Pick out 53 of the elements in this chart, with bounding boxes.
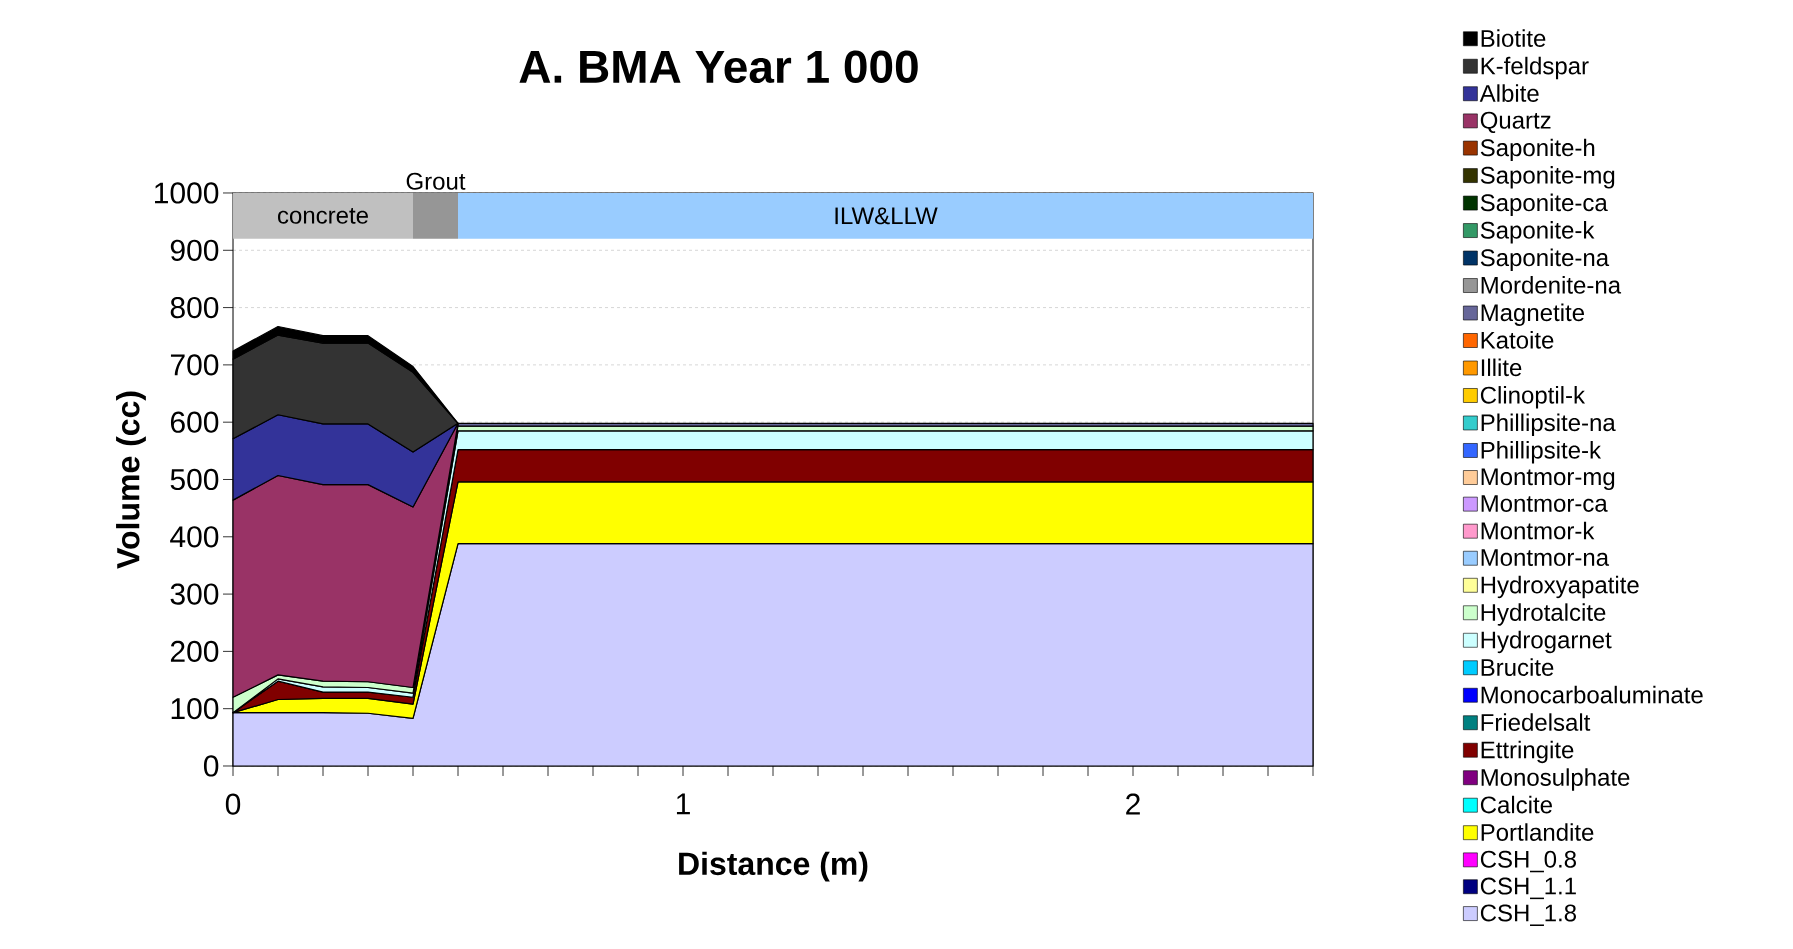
band-label: Grout [406, 172, 466, 190]
legend-label: Montmor-k [1481, 521, 1595, 540]
legend-label: Phillipsite-na [1481, 413, 1616, 436]
legend-label: Ettringite [1481, 740, 1574, 764]
band-label: ILW&LLW [835, 207, 938, 225]
legend-label: Calcite [1480, 795, 1552, 814]
legend-label: Brucite [1481, 658, 1554, 676]
legend-label: Montmor-ca [1481, 495, 1608, 512]
y-tick-label: 700 [170, 354, 219, 376]
legend-label: Quartz [1480, 111, 1551, 134]
y-tick-label: 0 [203, 755, 219, 777]
legend-label: Friedelsalt [1481, 713, 1591, 731]
legend-label: CSH_1.8 [1480, 904, 1576, 926]
legend-label: Saponite-h [1480, 138, 1595, 162]
legend-label: Hydrogarnet [1481, 630, 1612, 654]
y-tick-label: 900 [170, 239, 219, 261]
legend-label: Mordenite-na [1481, 276, 1622, 294]
y-tick-label: 600 [170, 411, 219, 433]
legend-label: Montmor-na [1481, 549, 1610, 566]
legend-label: CSH_1.1 [1480, 877, 1576, 900]
legend-label: Biotite [1481, 29, 1546, 47]
legend-label: Saponite-na [1480, 248, 1610, 271]
legend-label: Montmor-mg [1481, 468, 1615, 491]
legend-label: CSH_0.8 [1480, 850, 1576, 873]
legend-label: Magnetite [1481, 303, 1584, 326]
x-tick-label: 2 [1126, 793, 1140, 815]
legend-label: Katoite [1481, 331, 1554, 349]
band-label: concrete [278, 208, 368, 224]
legend-label: Saponite-mg [1480, 166, 1615, 189]
legend-label: Hydroxyapatite [1481, 575, 1639, 599]
y-tick-label: 400 [170, 526, 219, 548]
chart-title: A. BMA Year 1 000 [519, 50, 918, 84]
y-tick-label: 800 [170, 296, 219, 319]
legend-label: Monocarboaluminate [1481, 685, 1703, 704]
y-tick-label: 1000 [155, 182, 219, 204]
legend-label: Albite [1479, 84, 1539, 102]
legend-label: Hydrotalcite [1481, 603, 1606, 626]
y-axis-title: Volume (cc) [116, 391, 146, 569]
legend-label: Monosulphate [1481, 768, 1630, 791]
x-tick-label: 1 [676, 793, 690, 815]
x-tick-label: 0 [225, 793, 241, 815]
y-tick-label: 500 [170, 468, 219, 491]
legend-label: Saponite-k [1480, 221, 1595, 244]
y-tick-label: 200 [170, 640, 219, 663]
legend-label: K-feldspar [1481, 56, 1589, 80]
y-tick-label: 300 [170, 583, 219, 605]
legend-label: Phillipsite-k [1481, 441, 1602, 464]
legend-label: Saponite-ca [1480, 193, 1608, 216]
legend-label: Portlandite [1481, 823, 1594, 841]
y-tick-label: 100 [171, 698, 219, 720]
legend-label: Illite [1481, 358, 1522, 377]
x-axis-title: Distance (m) [679, 851, 868, 882]
legend-label: Clinoptil-k [1480, 386, 1586, 409]
